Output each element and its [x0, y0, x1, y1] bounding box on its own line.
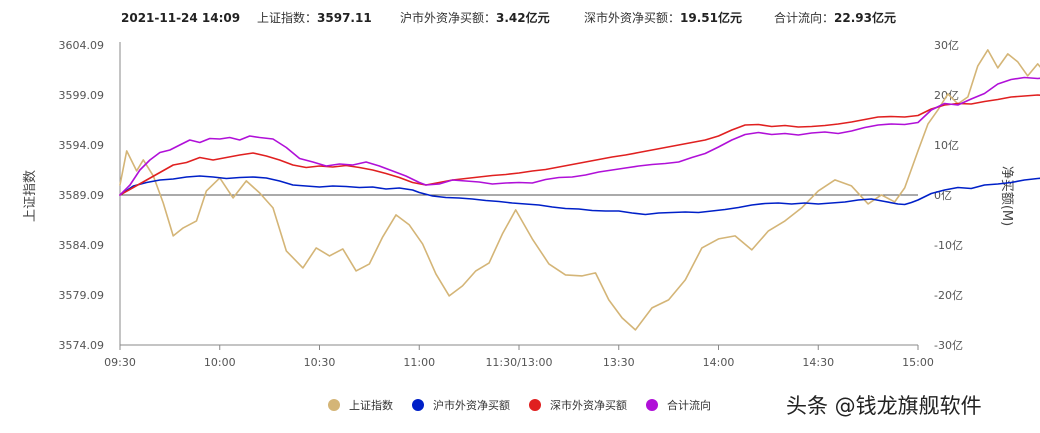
- y-right-tick-label: 10亿: [934, 139, 959, 152]
- sh-index-readout: 上证指数：3597.11: [257, 11, 372, 25]
- y-right-tick-label: -30亿: [934, 339, 963, 352]
- datetime-label: 2021-11-24 14:09: [121, 11, 241, 25]
- x-tick-label: 14:00: [703, 356, 735, 369]
- legend-label-2: 沪市外资净买额: [433, 398, 510, 412]
- legend-label-4: 合计流向: [667, 398, 711, 412]
- total-flow-readout: 合计流向：22.93亿元: [774, 11, 896, 25]
- y-right-axis-title: 净买额(M): [999, 166, 1014, 226]
- x-tick-label: 10:30: [304, 356, 336, 369]
- legend-marker-3: [529, 399, 541, 411]
- sz-foreign-readout: 深市外资净买额：19.51亿元: [584, 11, 742, 25]
- x-tick-label: 11:30/13:00: [485, 356, 552, 369]
- y-right-tick-label: -10亿: [934, 239, 963, 252]
- total-flow-value: 22.93亿元: [834, 11, 896, 25]
- y-left-tick-label: 3589.09: [59, 189, 105, 202]
- chart-header: 2021-11-24 14:09 上证指数：3597.11 沪市外资净买额：3.…: [0, 0, 1040, 30]
- x-tick-label: 14:30: [802, 356, 834, 369]
- x-tick-label: 15:00: [902, 356, 934, 369]
- series-line-1: [119, 49, 1040, 331]
- watermark-text: 头条 @钱龙旗舰软件: [786, 394, 982, 418]
- x-tick-label: 09:30: [104, 356, 136, 369]
- sh-foreign-value: 3.42亿元: [496, 11, 550, 25]
- y-left-axis-title: 上证指数: [23, 170, 38, 222]
- y-left-tick-label: 3579.09: [59, 289, 105, 302]
- sh-foreign-label: 沪市外资净买额：: [400, 11, 497, 25]
- y-left-tick-label: 3584.09: [59, 239, 105, 252]
- legend-label-1: 上证指数: [349, 398, 393, 412]
- legend-marker-1: [328, 399, 340, 411]
- legend-marker-4: [646, 399, 658, 411]
- y-left-tick-label: 3599.09: [59, 89, 105, 102]
- legend-label-3: 深市外资净买额: [550, 398, 627, 412]
- x-tick-label: 10:00: [204, 356, 236, 369]
- y-right-tick-label: 30亿: [934, 39, 959, 52]
- y-right-tick-label: -20亿: [934, 289, 963, 302]
- x-tick-label: 11:00: [403, 356, 435, 369]
- series-line-4: [119, 76, 1040, 196]
- y-left-tick-label: 3594.09: [59, 139, 105, 152]
- y-left-tick-label: 3574.09: [59, 339, 105, 352]
- total-flow-label: 合计流向：: [774, 11, 835, 25]
- legend-marker-2: [412, 399, 424, 411]
- sh-index-label: 上证指数：: [257, 11, 318, 25]
- sz-foreign-label: 深市外资净买额：: [584, 11, 681, 25]
- sh-index-value: 3597.11: [317, 11, 372, 25]
- x-tick-label: 13:30: [603, 356, 635, 369]
- sz-foreign-value: 19.51亿元: [680, 11, 742, 25]
- series-line-2: [119, 175, 1040, 216]
- sh-foreign-readout: 沪市外资净买额：3.42亿元: [400, 11, 550, 25]
- series-line-3: [119, 94, 1040, 196]
- y-left-tick-label: 3604.09: [59, 39, 105, 52]
